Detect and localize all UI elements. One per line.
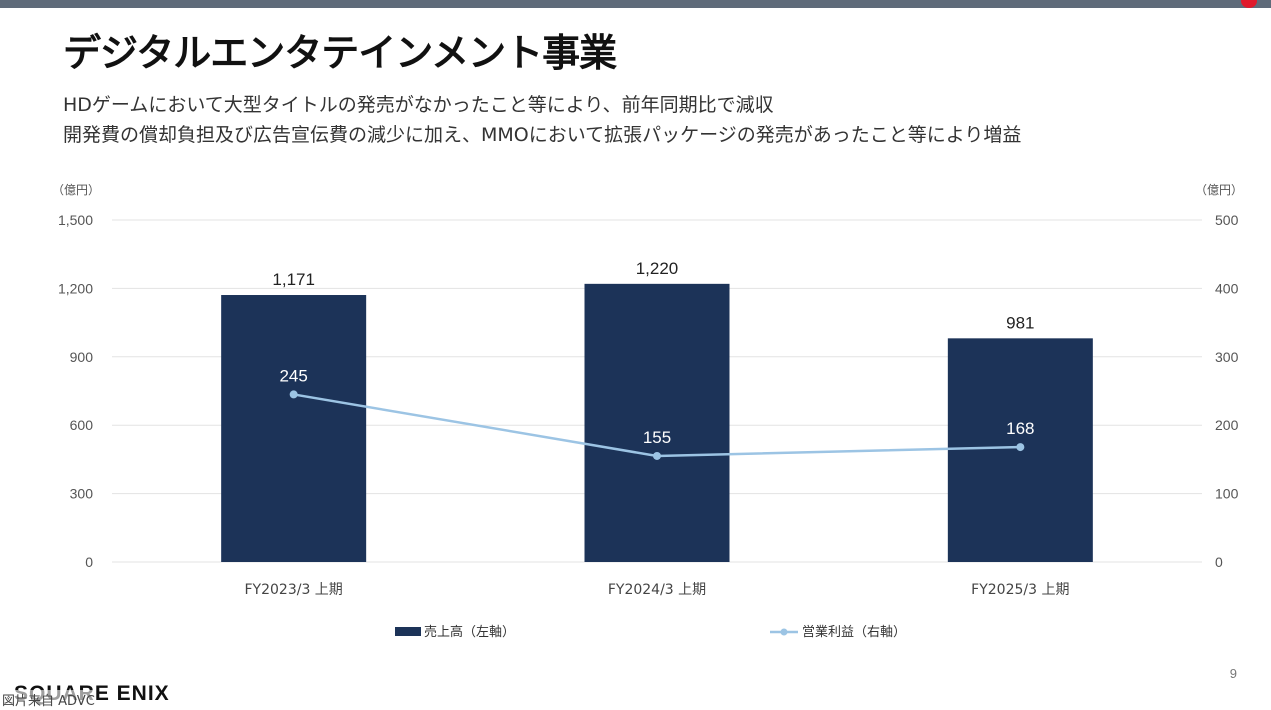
left-tick-label: 300 [70,486,94,502]
left-tick-label: 1,200 [58,280,93,296]
sales-bar-label: 1,220 [636,259,679,278]
category-label: FY2025/3 上期 [971,582,1069,598]
page-number: 9 [1229,666,1237,681]
page-title: デジタルエンタテインメント事業 [63,31,617,75]
category-label: FY2023/3 上期 [245,582,343,598]
sales-bar [221,295,367,562]
left-axis-unit: （億円） [52,183,100,197]
legend-line-marker [780,628,788,636]
profit-point [653,451,661,460]
right-tick-label: 300 [1215,349,1239,365]
profit-point [1016,443,1025,452]
legend-bar-swatch [395,627,421,636]
description-line-1: HDゲームにおいて大型タイトルの発売がなかったこと等により、前年同期比で減収 [63,94,774,116]
right-axis-unit: （億円） [1195,183,1243,197]
profit-point-label: 155 [643,428,671,447]
image-source-watermark: 図片来自 ADVC [2,690,95,709]
right-tick-label: 0 [1215,554,1223,570]
left-tick-label: 1,500 [58,212,93,228]
sales-bar-label: 1,171 [272,270,315,289]
left-tick-label: 600 [70,417,94,433]
description-line-2: 開発費の償却負担及び広告宣伝費の減少に加え、MMOにおいて拡張パッケージの発売が… [63,124,1022,146]
category-label: FY2024/3 上期 [608,582,706,598]
right-tick-label: 500 [1215,212,1239,228]
sales-bar [584,283,730,562]
legend-sales-label: 売上高（左軸） [424,624,515,640]
left-tick-label: 900 [70,349,94,365]
profit-point-label: 168 [1006,419,1034,438]
top-accent-bar [0,0,1271,8]
right-tick-label: 100 [1215,486,1239,502]
profit-point-label: 245 [279,366,307,385]
left-tick-label: 0 [85,554,93,570]
sales-bar-label: 981 [1006,313,1034,332]
corner-accent-dot [1241,0,1257,8]
right-tick-label: 400 [1215,280,1239,296]
right-tick-label: 200 [1215,417,1239,433]
legend-profit-label: 営業利益（右軸） [802,624,906,640]
sales-profit-chart: （億円） （億円） 0 0 300 100 600 200 900 300 1,200 400 1,50… [52,183,1243,640]
profit-point [289,390,298,399]
